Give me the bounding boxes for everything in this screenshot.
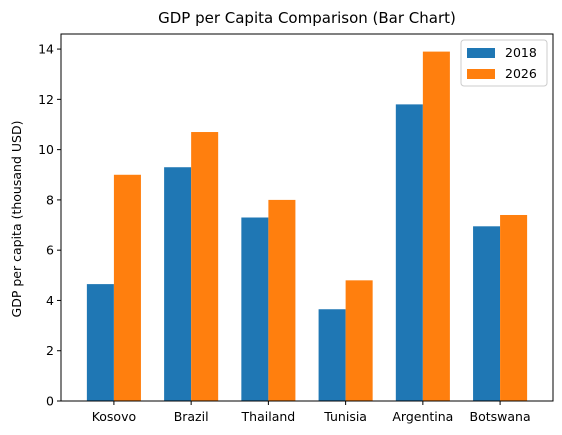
bar-thailand-2026 bbox=[268, 199, 296, 401]
y-tick-label: 12 bbox=[38, 92, 54, 107]
bars-group bbox=[86, 51, 528, 401]
bar-argentina-2018 bbox=[395, 104, 423, 401]
legend-swatch-2018 bbox=[467, 48, 495, 58]
y-axis-label: GDP per capita (thousand USD) bbox=[9, 121, 24, 318]
x-tick-label: Botswana bbox=[470, 409, 531, 424]
bar-tunisia-2026 bbox=[345, 280, 373, 401]
y-tick-label: 2 bbox=[46, 343, 54, 358]
bar-brazil-2026 bbox=[191, 132, 219, 401]
y-tick-label: 10 bbox=[38, 142, 54, 157]
bar-kosovo-2026 bbox=[113, 174, 141, 401]
x-tick-label: Brazil bbox=[174, 409, 209, 424]
bar-botswana-2018 bbox=[473, 226, 501, 401]
plot-frame bbox=[60, 33, 554, 402]
chart-title: GDP per Capita Comparison (Bar Chart) bbox=[158, 9, 456, 27]
x-tick-label: Argentina bbox=[392, 409, 453, 424]
y-tick-label: 8 bbox=[46, 192, 54, 207]
legend-label-2018: 2018 bbox=[505, 45, 537, 60]
bar-argentina-2026 bbox=[422, 51, 450, 401]
y-tick-label: 4 bbox=[46, 293, 54, 308]
bar-brazil-2018 bbox=[164, 167, 192, 401]
y-tick-label: 14 bbox=[38, 42, 54, 57]
x-tick-label: Tunisia bbox=[323, 409, 367, 424]
legend: 2018 2026 bbox=[460, 39, 548, 87]
bar-tunisia-2018 bbox=[318, 309, 346, 401]
y-tick-label: 6 bbox=[46, 243, 54, 258]
legend-swatch-2026 bbox=[467, 69, 495, 79]
bar-kosovo-2018 bbox=[86, 284, 114, 401]
x-axis-ticks: Kosovo Brazil Thailand Tunisia Argentina Bots… bbox=[92, 401, 531, 424]
x-tick-label: Thailand bbox=[241, 409, 296, 424]
y-tick-label: 0 bbox=[46, 394, 54, 409]
bar-thailand-2018 bbox=[241, 217, 269, 401]
y-axis-ticks: 0 2 4 6 8 10 12 14 bbox=[38, 42, 61, 409]
legend-label-2026: 2026 bbox=[505, 66, 537, 81]
bar-botswana-2026 bbox=[500, 214, 528, 401]
x-tick-label: Kosovo bbox=[92, 409, 136, 424]
